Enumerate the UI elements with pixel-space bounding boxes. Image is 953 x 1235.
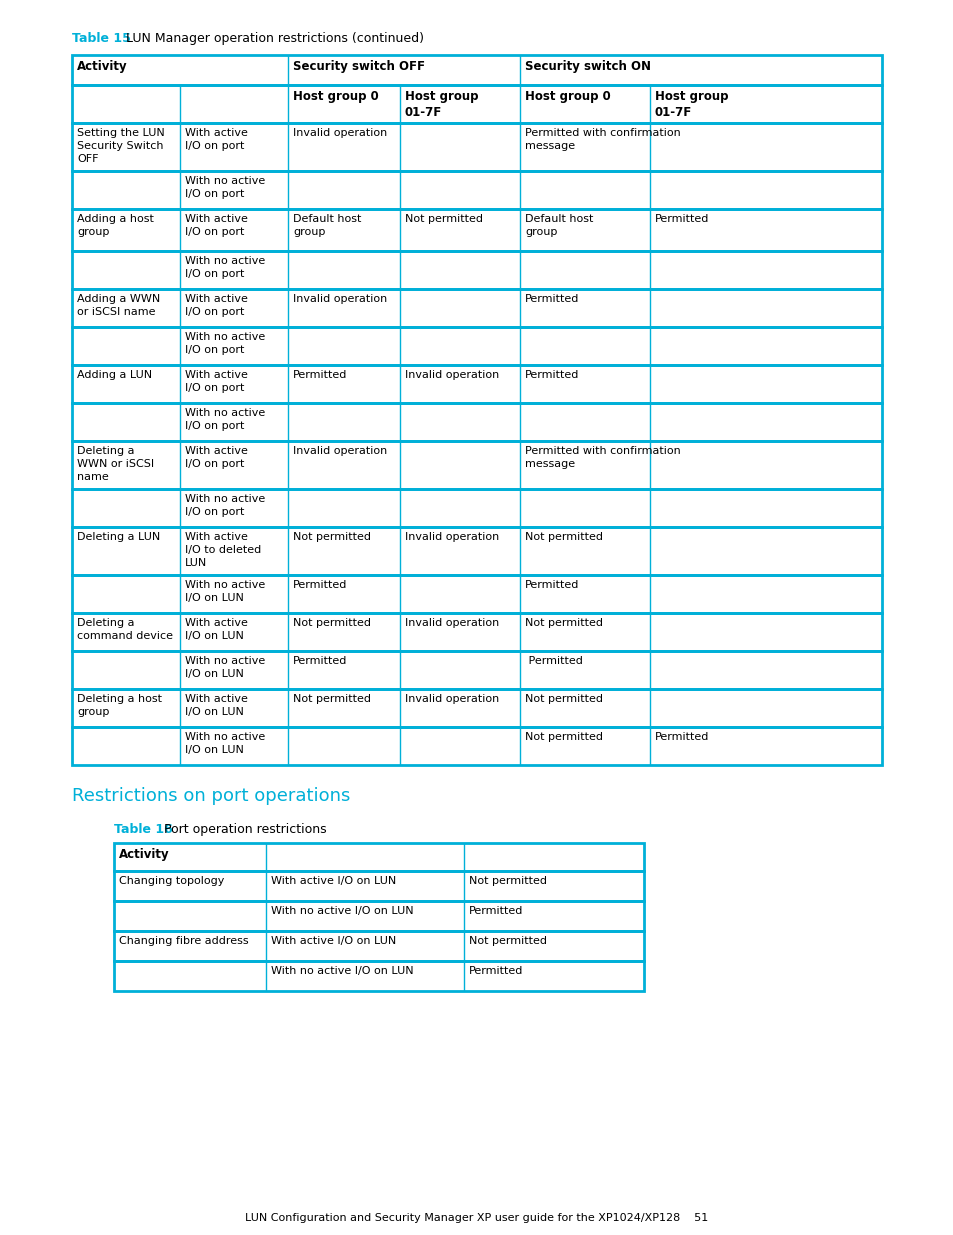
Text: Not permitted: Not permitted: [524, 618, 602, 629]
Bar: [71, 651, 882, 689]
Text: With no active I/O on LUN: With no active I/O on LUN: [271, 966, 414, 976]
Text: With no active
I/O on port: With no active I/O on port: [185, 256, 265, 279]
Bar: [71, 441, 882, 489]
Text: Changing topology: Changing topology: [119, 876, 224, 885]
Text: With no active
I/O on LUN: With no active I/O on LUN: [185, 656, 265, 679]
Text: With active
I/O on LUN: With active I/O on LUN: [185, 694, 248, 716]
Text: Adding a WWN
or iSCSI name: Adding a WWN or iSCSI name: [77, 294, 160, 317]
Text: LUN Manager operation restrictions (continued): LUN Manager operation restrictions (cont…: [126, 32, 423, 44]
Text: Permitted: Permitted: [469, 966, 523, 976]
Text: Permitted: Permitted: [655, 732, 709, 742]
Text: With no active
I/O on port: With no active I/O on port: [185, 177, 265, 199]
Text: Permitted: Permitted: [524, 370, 578, 380]
Text: With no active I/O on LUN: With no active I/O on LUN: [271, 906, 414, 916]
Text: Deleting a
command device: Deleting a command device: [77, 618, 172, 641]
Text: Permitted: Permitted: [293, 580, 347, 590]
Text: Not permitted: Not permitted: [293, 694, 371, 704]
Text: Permitted: Permitted: [655, 214, 709, 224]
Text: Invalid operation: Invalid operation: [405, 694, 498, 704]
Bar: [71, 85, 882, 124]
Text: Host group 0: Host group 0: [293, 90, 378, 103]
Bar: [113, 844, 643, 871]
Bar: [71, 527, 882, 576]
Text: With active
I/O to deleted
LUN: With active I/O to deleted LUN: [185, 532, 261, 568]
Text: Host group
01-7F: Host group 01-7F: [405, 90, 478, 120]
Text: Port operation restrictions: Port operation restrictions: [164, 823, 326, 836]
Text: Not permitted: Not permitted: [469, 876, 546, 885]
Bar: [71, 403, 882, 441]
Text: Adding a host
group: Adding a host group: [77, 214, 153, 237]
Text: Permitted: Permitted: [524, 580, 578, 590]
Text: Not permitted: Not permitted: [405, 214, 482, 224]
Text: Setting the LUN
Security Switch
OFF: Setting the LUN Security Switch OFF: [77, 128, 165, 163]
Bar: [113, 931, 643, 961]
Text: Default host
group: Default host group: [293, 214, 361, 237]
Text: Permitted: Permitted: [469, 906, 523, 916]
Text: Table 16: Table 16: [113, 823, 172, 836]
Text: Default host
group: Default host group: [524, 214, 593, 237]
Text: Not permitted: Not permitted: [524, 532, 602, 542]
Text: Invalid operation: Invalid operation: [293, 446, 387, 456]
Bar: [71, 56, 882, 85]
Bar: [113, 961, 643, 990]
Text: Activity: Activity: [77, 61, 128, 73]
Text: Activity: Activity: [119, 848, 170, 861]
Text: Not permitted: Not permitted: [524, 732, 602, 742]
Text: With active
I/O on port: With active I/O on port: [185, 128, 248, 151]
Bar: [71, 170, 882, 209]
Text: Host group 0: Host group 0: [524, 90, 610, 103]
Text: Invalid operation: Invalid operation: [293, 294, 387, 304]
Bar: [113, 871, 643, 902]
Text: Not permitted: Not permitted: [524, 694, 602, 704]
Bar: [71, 124, 882, 170]
Text: Permitted: Permitted: [524, 656, 582, 666]
Bar: [71, 576, 882, 613]
Text: With active
I/O on port: With active I/O on port: [185, 370, 248, 393]
Text: Deleting a
WWN or iSCSI
name: Deleting a WWN or iSCSI name: [77, 446, 154, 482]
Text: Invalid operation: Invalid operation: [405, 370, 498, 380]
Text: Not permitted: Not permitted: [293, 618, 371, 629]
Bar: [71, 366, 882, 403]
Text: Permitted with confirmation
message: Permitted with confirmation message: [524, 446, 680, 469]
Text: Not permitted: Not permitted: [293, 532, 371, 542]
Text: With no active
I/O on port: With no active I/O on port: [185, 408, 265, 431]
Text: With active
I/O on port: With active I/O on port: [185, 446, 248, 469]
Bar: [71, 251, 882, 289]
Text: LUN Configuration and Security Manager XP user guide for the XP1024/XP128    51: LUN Configuration and Security Manager X…: [245, 1213, 708, 1223]
Text: Restrictions on port operations: Restrictions on port operations: [71, 787, 350, 805]
Text: Invalid operation: Invalid operation: [405, 532, 498, 542]
Bar: [71, 209, 882, 251]
Bar: [71, 613, 882, 651]
Text: Invalid operation: Invalid operation: [293, 128, 387, 138]
Text: Table 15: Table 15: [71, 32, 131, 44]
Text: Permitted with confirmation
message: Permitted with confirmation message: [524, 128, 680, 151]
Text: Deleting a LUN: Deleting a LUN: [77, 532, 160, 542]
Text: With active
I/O on port: With active I/O on port: [185, 214, 248, 237]
Text: Host group
01-7F: Host group 01-7F: [655, 90, 728, 120]
Text: With active
I/O on port: With active I/O on port: [185, 294, 248, 317]
Bar: [71, 289, 882, 327]
Text: With active I/O on LUN: With active I/O on LUN: [271, 936, 395, 946]
Bar: [71, 327, 882, 366]
Text: With active I/O on LUN: With active I/O on LUN: [271, 876, 395, 885]
Text: With no active
I/O on port: With no active I/O on port: [185, 332, 265, 354]
Bar: [71, 727, 882, 764]
Text: Deleting a host
group: Deleting a host group: [77, 694, 162, 716]
Bar: [71, 689, 882, 727]
Text: With no active
I/O on LUN: With no active I/O on LUN: [185, 580, 265, 603]
Bar: [113, 902, 643, 931]
Bar: [71, 489, 882, 527]
Text: Permitted: Permitted: [524, 294, 578, 304]
Text: With active
I/O on LUN: With active I/O on LUN: [185, 618, 248, 641]
Text: Adding a LUN: Adding a LUN: [77, 370, 152, 380]
Text: Permitted: Permitted: [293, 656, 347, 666]
Text: Changing fibre address: Changing fibre address: [119, 936, 249, 946]
Text: Not permitted: Not permitted: [469, 936, 546, 946]
Text: Invalid operation: Invalid operation: [405, 618, 498, 629]
Text: Security switch ON: Security switch ON: [524, 61, 650, 73]
Text: Security switch OFF: Security switch OFF: [293, 61, 424, 73]
Text: With no active
I/O on LUN: With no active I/O on LUN: [185, 732, 265, 755]
Text: With no active
I/O on port: With no active I/O on port: [185, 494, 265, 516]
Text: Permitted: Permitted: [293, 370, 347, 380]
